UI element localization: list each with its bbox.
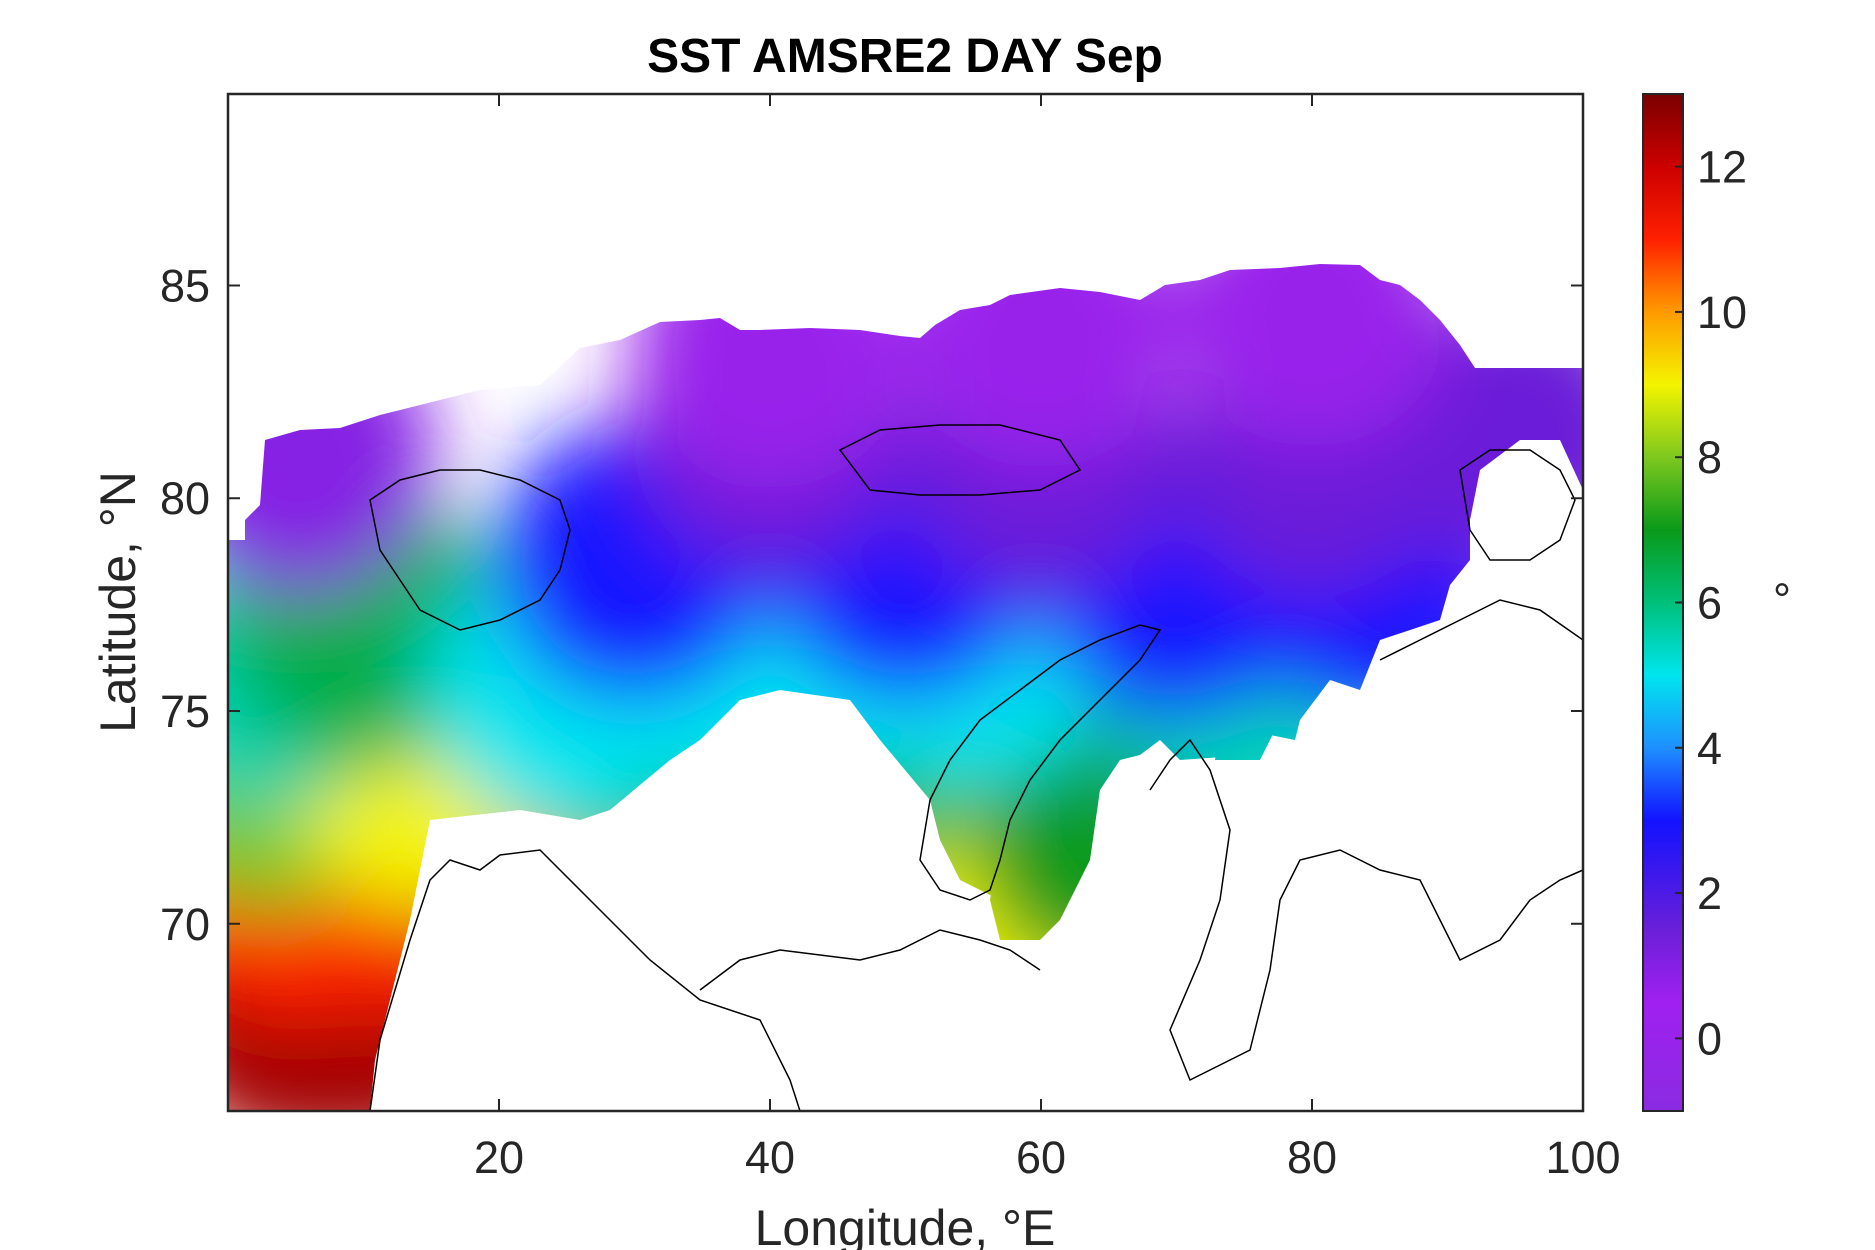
chart-title: SST AMSRE2 DAY Sep [647,30,1163,83]
x-tick-label: 40 [745,1132,795,1183]
y-tick-label: 85 [160,260,210,311]
colorbar-label: ° [1773,574,1791,625]
colorbar-tick-label: 8 [1697,432,1722,483]
coast-scandinavia [369,849,801,1111]
sst-sample-29 [630,209,910,490]
y-tick-label: 75 [160,686,210,737]
coast-severnaya-zemlya [1459,449,1576,561]
x-axis-label: Longitude, °E [755,1200,1056,1250]
x-tick-label: 80 [1287,1132,1337,1183]
sst-sample-30 [901,188,1181,469]
coast-svalbard [369,469,571,631]
x-axis: 20 40 60 80 100 [474,94,1621,1183]
coast-yamal [1149,738,1583,1082]
y-tick-label: 70 [160,899,210,950]
coast-kola [699,929,1041,991]
colorbar-tick-label: 2 [1697,868,1722,919]
coast-franz-josef [838,424,1082,496]
colorbar: 0 2 4 6 8 10 12 ° [1642,93,1791,1112]
y-tick-label: 80 [160,473,210,524]
x-tick-label: 20 [474,1132,524,1183]
colorbar-tick-label: 10 [1697,287,1747,338]
colorbar-ticks: 0 2 4 6 8 10 12 [1675,142,1747,1064]
colorbar-tick-label: 0 [1697,1013,1722,1064]
x-tick-label: 100 [1545,1132,1620,1183]
colorbar-tick-label: 12 [1697,142,1747,193]
coastlines [369,424,1583,1111]
colorbar-tick-label: 6 [1697,578,1722,629]
plot-frame [226,92,1585,1113]
y-axis-label: Latitude, °N [90,471,146,733]
coast-novaya-zemlya [919,624,1162,901]
colorbar-tick-label: 4 [1697,723,1722,774]
sst-sample-31 [1172,166,1452,447]
sst-field [228,166,1583,1111]
y-axis: 70 75 80 85 [160,260,1583,950]
coast-taymyr [1379,599,1583,661]
x-tick-label: 60 [1016,1132,1066,1183]
sst-sample-28 [228,315,436,596]
